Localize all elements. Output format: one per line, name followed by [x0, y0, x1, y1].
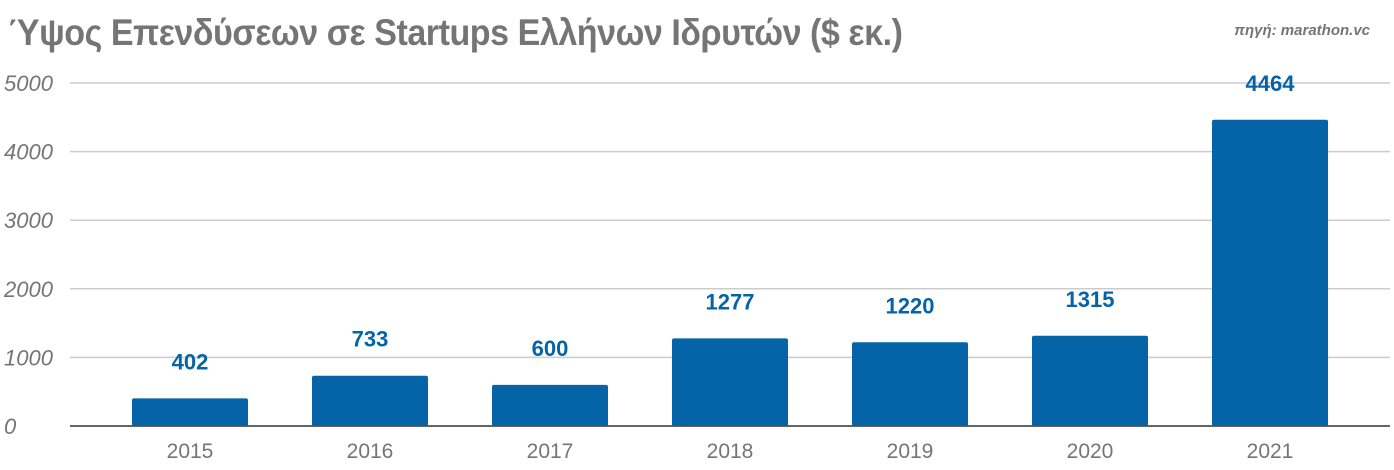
- x-tick-label: 2015: [167, 440, 214, 463]
- data-label: 402: [172, 349, 209, 374]
- data-label: 1277: [706, 289, 755, 314]
- y-tick-label: 3000: [4, 208, 54, 233]
- chart-title: Ύψος Επενδύσεων σε Startups Ελλήνων Ιδρυ…: [8, 12, 903, 53]
- chart-source: πηγή: marathon.vc: [1234, 22, 1370, 39]
- bar: [132, 398, 248, 426]
- bar: [1032, 335, 1148, 426]
- bar: [312, 375, 428, 426]
- y-tick-label: 0: [4, 414, 17, 439]
- bar: [852, 342, 968, 426]
- y-tick-label: 1000: [4, 345, 54, 370]
- data-label: 4464: [1246, 71, 1296, 96]
- data-label: 600: [532, 336, 569, 361]
- bar: [1212, 119, 1328, 427]
- bar: [672, 338, 788, 426]
- data-label: 1220: [886, 293, 935, 318]
- y-tick-label: 2000: [3, 277, 54, 302]
- data-label: 1315: [1066, 287, 1115, 312]
- x-tick-label: 2020: [1067, 440, 1114, 463]
- x-tick-label: 2021: [1247, 440, 1294, 463]
- y-tick-label: 5000: [4, 71, 54, 96]
- x-tick-label: 2019: [887, 440, 934, 463]
- x-tick-label: 2016: [347, 440, 394, 463]
- bar: [492, 384, 608, 426]
- data-label: 733: [352, 327, 389, 352]
- x-tick-label: 2018: [707, 440, 754, 463]
- y-tick-label: 4000: [4, 140, 54, 165]
- x-tick-label: 2017: [527, 440, 574, 463]
